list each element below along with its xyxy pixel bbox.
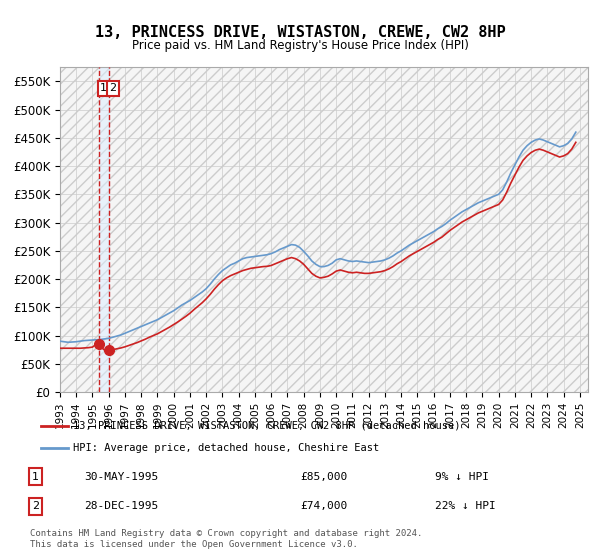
Text: 28-DEC-1995: 28-DEC-1995 [84,501,158,511]
Bar [99,67,109,392]
Text: 9% ↓ HPI: 9% ↓ HPI [435,472,489,482]
Text: 2: 2 [32,501,39,511]
Text: 1: 1 [100,83,107,94]
Text: 2: 2 [109,83,116,94]
Text: 13, PRINCESS DRIVE, WISTASTON, CREWE, CW2 8HP: 13, PRINCESS DRIVE, WISTASTON, CREWE, CW… [95,25,505,40]
Text: HPI: Average price, detached house, Cheshire East: HPI: Average price, detached house, Ches… [73,443,379,453]
Text: 30-MAY-1995: 30-MAY-1995 [84,472,158,482]
Text: £74,000: £74,000 [300,501,347,511]
Text: 1: 1 [32,472,39,482]
Text: 13, PRINCESS DRIVE, WISTASTON, CREWE, CW2 8HP (detached house): 13, PRINCESS DRIVE, WISTASTON, CREWE, CW… [73,421,461,431]
Text: £85,000: £85,000 [300,472,347,482]
Text: Price paid vs. HM Land Registry's House Price Index (HPI): Price paid vs. HM Land Registry's House … [131,39,469,52]
Text: Contains HM Land Registry data © Crown copyright and database right 2024.
This d: Contains HM Land Registry data © Crown c… [30,529,422,549]
Text: 22% ↓ HPI: 22% ↓ HPI [435,501,496,511]
